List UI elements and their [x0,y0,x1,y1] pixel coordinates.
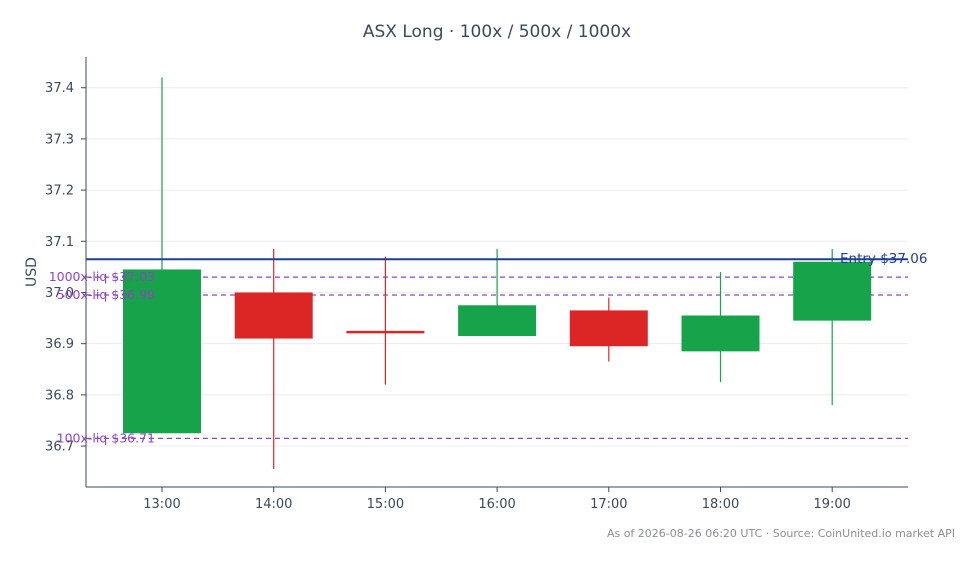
y-tick-label: 37.3 [45,132,74,147]
x-tick-label: 13:00 [143,497,180,512]
liquidation-label: 1000x-liq $37.03 [49,269,155,284]
candle [681,272,760,383]
y-tick-label: 37.1 [45,235,74,250]
candle [793,248,872,406]
grid-lines [86,87,908,447]
candle [234,248,313,470]
x-tick-label: 17:00 [590,497,627,512]
x-tick-label: 18:00 [702,497,739,512]
y-tick-label: 36.8 [45,388,74,403]
y-tick-label: 36.7 [45,440,74,455]
liquidation-label: 100x-liq $36.71 [57,430,155,445]
y-tick-label: 37.4 [45,81,74,96]
candle-body [458,305,537,336]
candle [569,297,648,362]
x-tick-label: 19:00 [813,497,850,512]
candle [123,77,201,434]
candle-body [346,330,425,334]
x-tick-label: 15:00 [367,497,404,512]
footer-note: As of 2026-08-26 06:20 UTC · Source: Coi… [607,527,955,540]
level-labels: Entry $37.06 1000x-liq $37.03 500x-liq $36… [49,251,928,445]
axes: 36.7 36.8 36.9 37.0 37.1 37.2 37.3 37.4 13:00 14:… [45,57,908,512]
x-tick-label: 16:00 [478,497,515,512]
candle-body [681,315,760,352]
y-axis-label: USD [24,257,40,287]
candle-body [234,292,313,339]
candle-body [123,269,201,434]
liquidation-label: 500x-liq $36.99 [57,287,155,302]
y-tick-label: 37.0 [45,286,74,301]
y-tick-label: 36.9 [45,337,74,352]
candle-body [569,310,648,347]
y-tick-label: 37.2 [45,184,74,199]
candle [458,248,537,336]
liquidation-lines [86,276,908,440]
x-tick-label: 14:00 [255,497,292,512]
candle-body [793,261,872,321]
candles [123,77,872,470]
entry-label: Entry $37.06 [840,251,927,267]
candle [346,256,425,385]
chart-title: ASX Long · 100x / 500x / 1000x [363,22,631,42]
